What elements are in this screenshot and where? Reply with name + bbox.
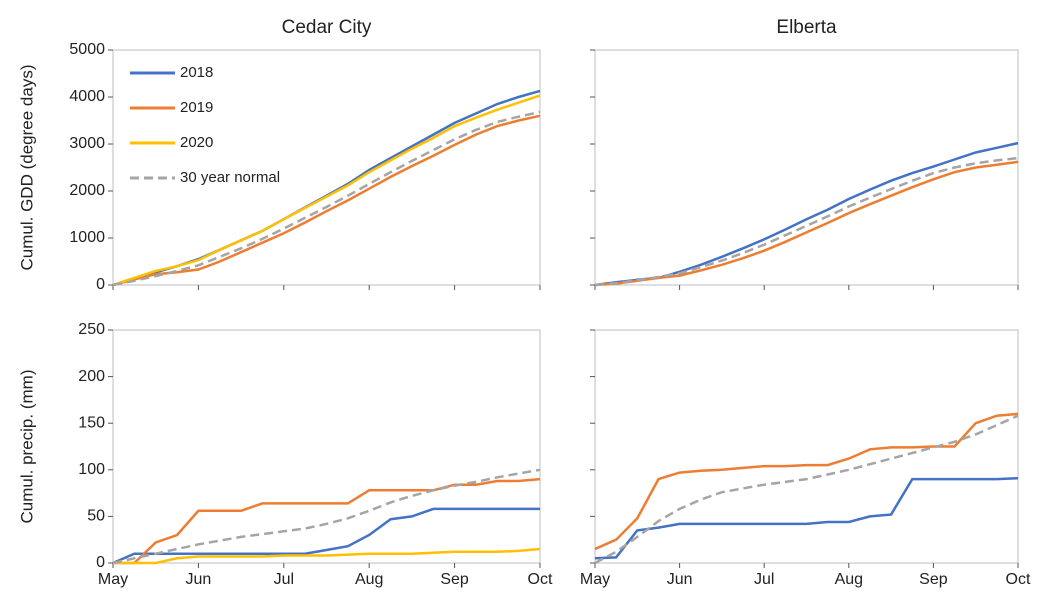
x-tick-label: Oct: [528, 571, 553, 588]
x-tick-label: Oct: [1006, 571, 1031, 588]
plot-frame: [112, 329, 541, 564]
y-tick-label: 4000: [69, 88, 105, 105]
x-tick-label: Sep: [440, 571, 469, 588]
y-tick-label: 150: [78, 414, 105, 431]
series-line: [112, 507, 540, 565]
x-tick-label: Jun: [186, 571, 212, 588]
plot-frame: [594, 329, 1019, 564]
legend-label: 2018: [180, 64, 213, 81]
series-line: [112, 94, 541, 287]
series-line: [594, 412, 1019, 551]
x-tick-label: May: [580, 571, 610, 588]
y-tick-label: 0: [96, 554, 105, 571]
x-tick-label: Jul: [274, 571, 294, 588]
y-tick-label: 200: [78, 368, 105, 385]
x-tick-label: Aug: [355, 571, 383, 588]
y-tick-label: 250: [78, 321, 105, 338]
series-line: [594, 156, 1019, 287]
series-line: [113, 477, 541, 565]
x-tick-label: Aug: [835, 571, 863, 588]
panel-title: Elberta: [776, 17, 837, 38]
x-tick-label: Sep: [919, 571, 948, 588]
legend-label: 2020: [180, 134, 213, 151]
y-tick-label: 5000: [69, 41, 105, 58]
legend-label: 2019: [180, 99, 213, 116]
y-axis-label: Cumul. precip. (mm): [17, 370, 36, 524]
series-line: [113, 547, 541, 565]
y-tick-label: 100: [78, 461, 105, 478]
panel-title: Cedar City: [282, 17, 372, 38]
series-line: [594, 414, 1019, 565]
legend-label: 30 year normal: [180, 169, 280, 186]
series-line: [594, 160, 1019, 287]
series-line: [112, 468, 541, 565]
series-line: [112, 89, 541, 287]
y-tick-label: 1000: [69, 229, 105, 246]
x-tick-label: May: [98, 571, 128, 588]
x-tick-label: Jul: [754, 571, 774, 588]
plot-frame: [112, 49, 541, 286]
y-tick-label: 50: [87, 508, 105, 525]
series-line: [112, 110, 541, 287]
series-line: [594, 141, 1019, 287]
x-tick-label: Jun: [667, 571, 693, 588]
y-tick-label: 2000: [69, 182, 105, 199]
y-tick-label: 3000: [69, 135, 105, 152]
y-axis-label: Cumul. GDD (degree days): [17, 65, 36, 271]
series-line: [594, 476, 1019, 560]
series-line: [112, 114, 541, 287]
y-tick-label: 0: [96, 276, 105, 293]
plot-frame: [594, 49, 1019, 286]
